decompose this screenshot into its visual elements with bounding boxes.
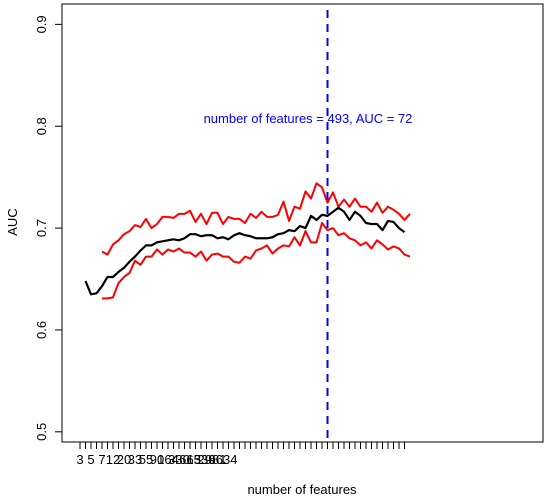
y-tick-label: 0.8: [34, 117, 49, 135]
x-tick-label: 7: [98, 452, 105, 467]
x-axis-title: number of features: [247, 482, 357, 497]
x-tick-label: 12: [106, 452, 120, 467]
series-mean-line: [84, 206, 406, 296]
x-tick-label: 330: [168, 452, 190, 467]
y-tick-label: 0.7: [34, 219, 49, 237]
plot-frame: [61, 3, 544, 443]
series-layer: [84, 182, 411, 300]
x-tick-label: 164: [157, 452, 179, 467]
x-tick-label: 6634: [209, 452, 238, 467]
selection-annotation: number of features = 493, AUC = 72: [204, 111, 413, 126]
x-tick-label: 1339: [187, 452, 216, 467]
series-lower-line: [102, 222, 411, 300]
y-tick-label: 0.9: [34, 15, 49, 33]
series-upper-line: [101, 182, 411, 256]
x-tick-label: 20: [117, 452, 131, 467]
y-tick-label: 0.5: [34, 423, 49, 441]
x-tick-label: 3: [76, 452, 83, 467]
y-axis-title: AUC: [5, 208, 20, 235]
x-tick-label: 5: [87, 452, 94, 467]
x-tick-label: 90: [150, 452, 164, 467]
x-tick-label: 55: [139, 452, 153, 467]
y-axis: 0.5 0.6 0.7 0.8 0.9: [34, 15, 62, 441]
y-tick-label: 0.6: [34, 321, 49, 339]
x-tick-label: 665: [179, 452, 201, 467]
x-tick-label: 33: [128, 452, 142, 467]
x-tick-label: 2981: [198, 452, 227, 467]
